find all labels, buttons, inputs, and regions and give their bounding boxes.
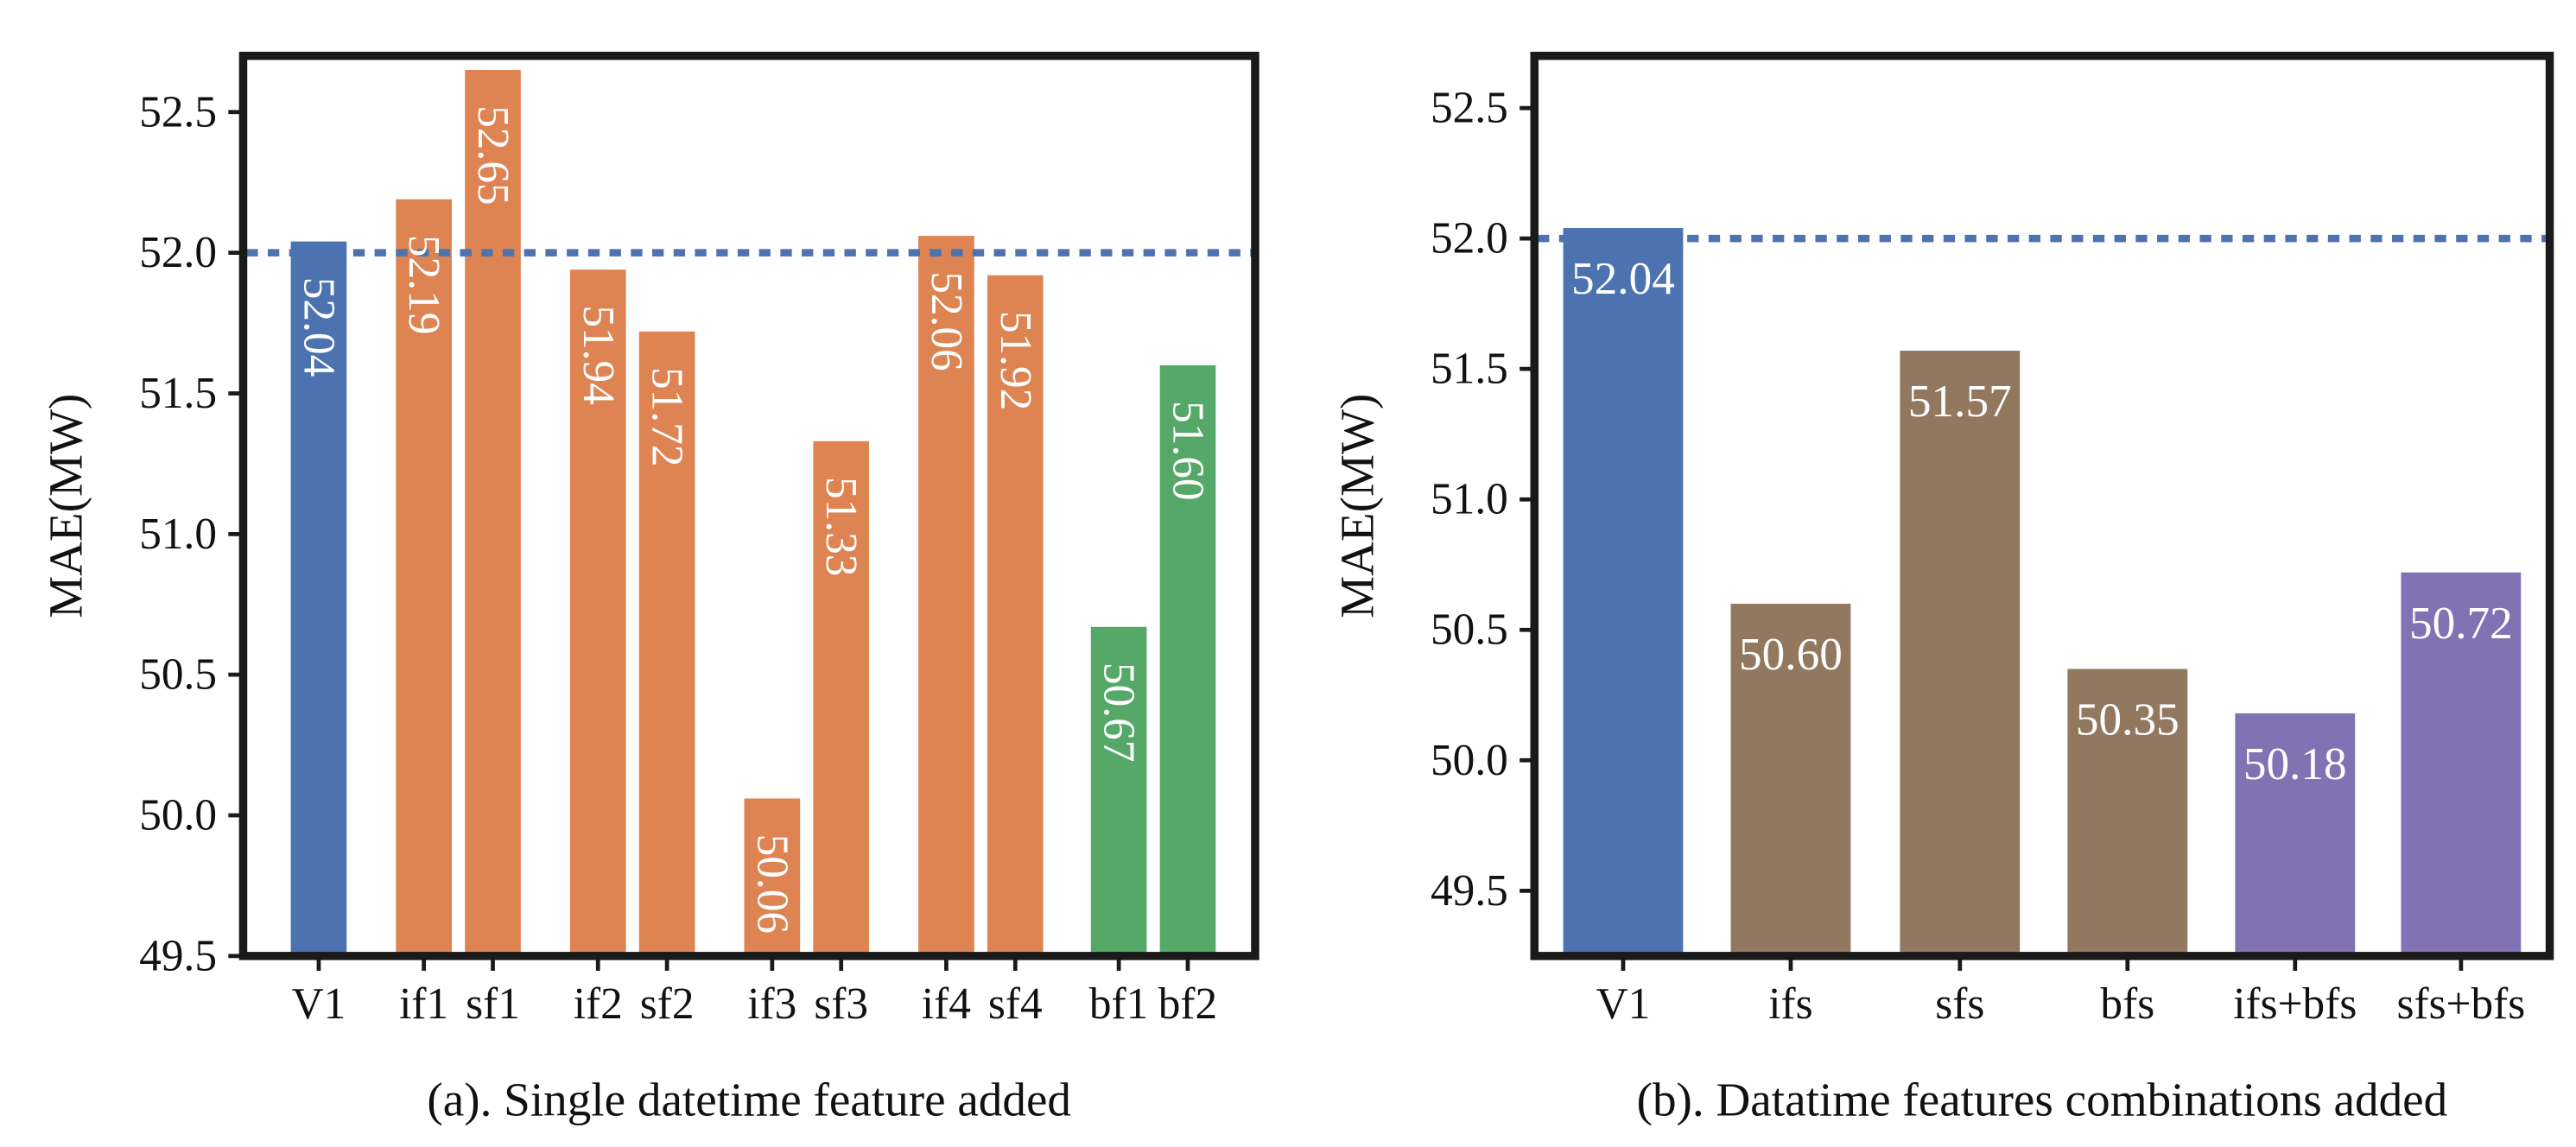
bar-label-a-if3: 50.06 — [747, 834, 796, 935]
panel-b-feature-combinations-chart: 52.04 50.60 51.57 50.35 50.18 50.72 49.5 50.0 50… — [1330, 51, 2554, 1125]
bar-b-ifs — [1730, 604, 1851, 956]
bar-a-bf2 — [1159, 364, 1216, 956]
bar-a-if4 — [918, 236, 974, 956]
x-tick-label-a-V1: V1 — [292, 979, 346, 1029]
x-tick-label-b-bfs: bfs — [2100, 979, 2154, 1029]
x-tick-label-a-if3: if3 — [747, 979, 796, 1029]
bar-label-b-sfs-plus-bfs: 50.72 — [2409, 598, 2513, 649]
bar-a-if3 — [744, 798, 801, 956]
bar-label-a-bf2: 51.60 — [1163, 401, 1212, 501]
y-tick-label-b: 51.5 — [1431, 345, 1508, 394]
bar-a-if1 — [396, 199, 452, 956]
x-tick-label-b-sfs-plus-bfs: sfs+bfs — [2397, 979, 2526, 1029]
bar-label-a-if4: 52.06 — [922, 271, 971, 371]
bar-a-sf3 — [813, 440, 870, 956]
x-tick-label-a-sf2: sf2 — [640, 979, 695, 1029]
x-tick-label-a-if1: if1 — [399, 979, 448, 1029]
bar-label-b-sfs: 51.57 — [1908, 376, 2012, 427]
y-tick-label-b: 49.5 — [1431, 866, 1508, 916]
x-tick-label-b-sfs: sfs — [1935, 979, 1984, 1029]
plot-frame-b — [1530, 51, 2554, 960]
x-tick-label-a-bf1: bf1 — [1089, 979, 1148, 1029]
y-tick-label-a: 50.0 — [139, 790, 217, 840]
y-tick-label-b: 52.0 — [1431, 214, 1508, 263]
bar-label-a-sf2: 51.72 — [643, 367, 692, 466]
bar-b-ifs-plus-bfs — [2235, 713, 2356, 956]
y-tick-label-b: 50.5 — [1431, 605, 1508, 655]
x-tick-label-a-if2: if2 — [574, 979, 623, 1029]
bar-label-a-bf1: 50.67 — [1094, 662, 1144, 763]
y-tick-label-b: 52.5 — [1431, 84, 1508, 133]
bar-a-V1 — [290, 241, 347, 956]
y-tick-label-a: 51.0 — [139, 510, 217, 559]
x-tick-label-a-sf4: sf4 — [988, 979, 1043, 1029]
x-tick-label-b-ifs-plus-bfs: ifs+bfs — [2233, 979, 2357, 1029]
x-tick-label-a-if4: if4 — [922, 979, 971, 1029]
y-tick-label-b: 51.0 — [1431, 475, 1508, 524]
bar-label-b-V1: 52.04 — [1571, 253, 1675, 304]
bar-a-sf1 — [465, 69, 521, 956]
y-axis-title-b: MAE(MW) — [1330, 394, 1383, 618]
x-tick-label-a-bf2: bf2 — [1158, 979, 1217, 1029]
bar-b-sfs-plus-bfs — [2401, 572, 2522, 956]
bar-label-a-sf4: 51.92 — [991, 311, 1040, 411]
y-tick-label-a: 52.0 — [139, 228, 217, 277]
bar-label-a-if1: 52.19 — [399, 235, 448, 334]
bar-b-bfs — [2067, 669, 2188, 956]
bar-label-a-sf3: 51.33 — [816, 477, 866, 577]
y-tick-label-a: 50.5 — [139, 650, 217, 700]
bar-label-b-bfs: 50.35 — [2076, 694, 2179, 745]
bar-b-V1 — [1563, 228, 1684, 956]
bar-label-a-V1: 52.04 — [294, 277, 343, 377]
bar-b-sfs — [1900, 351, 2021, 956]
bar-a-if2 — [569, 269, 626, 956]
caption-b: (b). Datatime features combinations adde… — [1637, 1073, 2448, 1125]
bar-label-b-ifs-plus-bfs: 50.18 — [2243, 738, 2347, 789]
bar-label-b-ifs: 50.60 — [1739, 629, 1843, 680]
bar-label-a-if2: 51.94 — [574, 305, 623, 405]
bar-a-sf4 — [987, 275, 1044, 956]
bar-a-bf1 — [1090, 626, 1147, 956]
panel-a-single-feature-chart: 52.04 52.19 52.65 51.94 51.72 50.06 51.33 52.06… — [40, 51, 1259, 1125]
y-tick-label-b: 50.0 — [1431, 736, 1508, 785]
y-axis-title-a: MAE(MW) — [40, 394, 92, 618]
bar-label-a-sf1: 52.65 — [468, 105, 517, 206]
y-tick-label-a: 52.5 — [139, 87, 217, 136]
x-tick-label-a-sf1: sf1 — [466, 979, 520, 1029]
y-tick-label-a: 49.5 — [139, 931, 217, 980]
bar-a-sf2 — [638, 331, 695, 956]
plot-frame-a — [238, 51, 1259, 960]
x-tick-label-b-V1: V1 — [1596, 979, 1651, 1029]
caption-a: (a). Single datetime feature added — [427, 1073, 1071, 1125]
x-tick-label-b-ifs: ifs — [1768, 979, 1812, 1029]
y-tick-label-a: 51.5 — [139, 369, 217, 418]
x-tick-label-a-sf3: sf3 — [814, 979, 868, 1029]
